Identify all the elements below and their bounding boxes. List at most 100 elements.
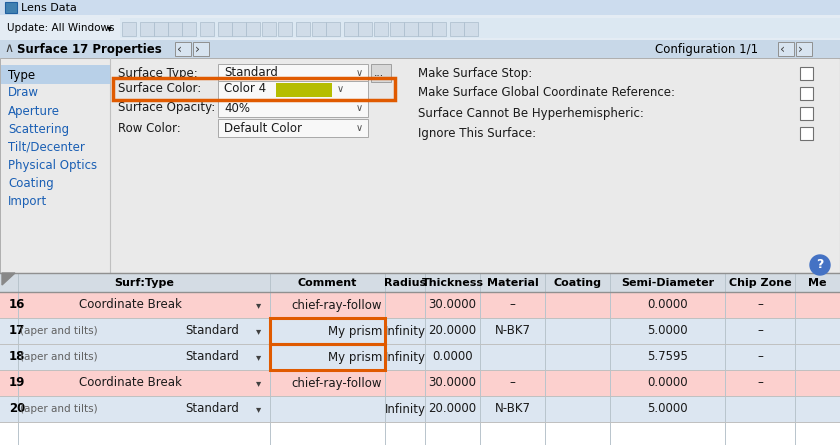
Bar: [1, 65, 110, 84]
Text: 20.0000: 20.0000: [428, 324, 476, 337]
Text: chief-ray-follow: chief-ray-follow: [291, 376, 382, 389]
Text: Tilt/Decenter: Tilt/Decenter: [8, 141, 85, 154]
Text: ‹: ‹: [780, 43, 785, 56]
Text: (aper and tilts): (aper and tilts): [20, 404, 97, 414]
Text: 0.0000: 0.0000: [647, 299, 688, 312]
Bar: [800, 87, 813, 100]
Bar: [276, 83, 332, 97]
Text: ›: ›: [798, 43, 803, 56]
Bar: [464, 22, 478, 36]
Bar: [218, 81, 368, 99]
Bar: [120, 18, 840, 38]
Text: Coating: Coating: [554, 278, 601, 288]
Bar: [168, 22, 182, 36]
Text: –: –: [510, 376, 516, 389]
Bar: [371, 64, 391, 82]
Text: Standard: Standard: [185, 324, 239, 337]
Bar: [193, 42, 209, 56]
Bar: [218, 22, 232, 36]
Bar: [182, 22, 196, 36]
Bar: [175, 42, 191, 56]
Text: ?: ?: [816, 259, 824, 271]
Text: 0.0000: 0.0000: [647, 376, 688, 389]
Text: (aper and tilts): (aper and tilts): [20, 352, 97, 362]
Text: 19: 19: [9, 376, 25, 389]
Text: –: –: [510, 299, 516, 312]
Text: My prism: My prism: [328, 324, 382, 337]
Text: ▾: ▾: [256, 404, 261, 414]
Text: ∨: ∨: [356, 103, 363, 113]
Text: Color 4: Color 4: [224, 82, 266, 96]
Text: ▾: ▾: [256, 352, 261, 362]
Text: ▾: ▾: [107, 23, 112, 33]
Polygon shape: [2, 273, 15, 285]
Text: Surf:Type: Surf:Type: [114, 278, 174, 288]
Bar: [5, 2, 17, 13]
Bar: [262, 22, 276, 36]
Bar: [404, 22, 418, 36]
Text: 20: 20: [9, 402, 25, 416]
Text: Ignore This Surface:: Ignore This Surface:: [418, 126, 536, 139]
Text: My prism: My prism: [328, 351, 382, 364]
Text: Surface Color:: Surface Color:: [118, 82, 202, 96]
Bar: [800, 107, 813, 120]
Text: 16: 16: [9, 299, 25, 312]
Bar: [246, 22, 260, 36]
Bar: [278, 22, 292, 36]
Bar: [450, 22, 464, 36]
Text: ∨: ∨: [356, 123, 363, 133]
Text: Standard: Standard: [224, 66, 278, 80]
Text: (aper and tilts): (aper and tilts): [20, 326, 97, 336]
Bar: [326, 22, 340, 36]
Bar: [0, 318, 840, 344]
Text: ∨: ∨: [356, 68, 363, 78]
Bar: [0, 15, 840, 40]
Text: Draw: Draw: [8, 86, 39, 100]
Circle shape: [810, 255, 830, 275]
Text: ▾: ▾: [256, 326, 261, 336]
Bar: [418, 22, 432, 36]
Bar: [122, 22, 136, 36]
Text: Aperture: Aperture: [8, 105, 60, 117]
Text: Me: Me: [808, 278, 827, 288]
Text: 30.0000: 30.0000: [428, 299, 476, 312]
Text: N-BK7: N-BK7: [495, 324, 531, 337]
Text: –: –: [757, 376, 763, 389]
Text: Surface Type:: Surface Type:: [118, 66, 197, 80]
Bar: [312, 22, 326, 36]
Text: Surface Opacity:: Surface Opacity:: [118, 101, 215, 114]
Text: Thickness: Thickness: [422, 278, 484, 288]
Bar: [796, 42, 812, 56]
Text: Infinity: Infinity: [385, 324, 426, 337]
Bar: [270, 344, 385, 370]
Text: –: –: [757, 351, 763, 364]
Bar: [0, 396, 840, 422]
Bar: [296, 22, 310, 36]
Text: Default Color: Default Color: [224, 121, 302, 134]
Bar: [113, 78, 395, 100]
Bar: [344, 22, 358, 36]
Text: ▾: ▾: [256, 300, 261, 310]
Bar: [218, 99, 368, 117]
Text: ‹: ‹: [177, 43, 182, 56]
Text: ›: ›: [195, 43, 200, 56]
Text: Make Surface Stop:: Make Surface Stop:: [418, 66, 533, 80]
Text: Lens Data: Lens Data: [21, 3, 77, 13]
Text: Configuration 1/1: Configuration 1/1: [655, 43, 759, 56]
Text: Radius: Radius: [384, 278, 426, 288]
Text: chief-ray-follow: chief-ray-follow: [291, 299, 382, 312]
Text: 40%: 40%: [224, 101, 250, 114]
Text: 20.0000: 20.0000: [428, 402, 476, 416]
Text: 17: 17: [9, 324, 25, 337]
Bar: [0, 273, 840, 445]
Bar: [232, 22, 246, 36]
Bar: [0, 273, 840, 292]
Text: 18: 18: [9, 351, 25, 364]
Bar: [374, 22, 388, 36]
Bar: [218, 64, 368, 82]
Text: Make Surface Global Coordinate Reference:: Make Surface Global Coordinate Reference…: [418, 86, 675, 100]
Text: 5.0000: 5.0000: [647, 324, 688, 337]
Bar: [778, 42, 794, 56]
Text: N-BK7: N-BK7: [495, 402, 531, 416]
Text: ...: ...: [374, 68, 384, 78]
